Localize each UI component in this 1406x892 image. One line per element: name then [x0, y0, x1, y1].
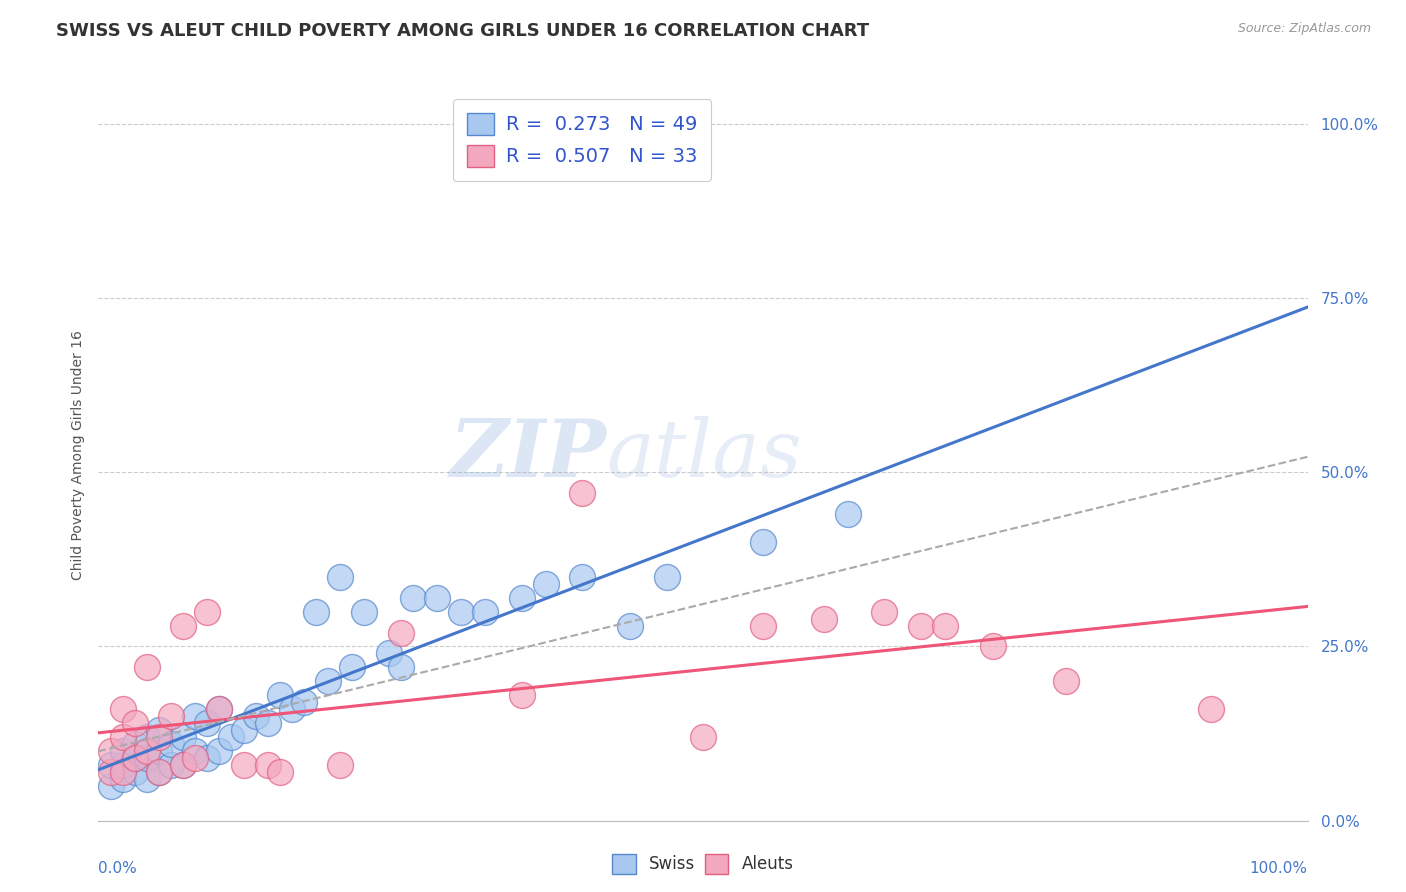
- Point: [426, 591, 449, 605]
- Point: [571, 486, 593, 500]
- Point: [124, 737, 146, 751]
- Point: [148, 723, 170, 737]
- Point: [100, 764, 122, 779]
- Point: [752, 535, 775, 549]
- Point: [124, 716, 146, 731]
- Point: [135, 730, 157, 744]
- Text: 0.0%: 0.0%: [98, 861, 138, 876]
- Text: 100.0%: 100.0%: [1250, 861, 1308, 876]
- Point: [510, 688, 533, 702]
- Point: [208, 744, 231, 758]
- Point: [534, 576, 557, 591]
- Point: [148, 744, 170, 758]
- Legend: R =  0.273   N = 49, R =  0.507   N = 33: R = 0.273 N = 49, R = 0.507 N = 33: [453, 99, 711, 181]
- Point: [269, 764, 291, 779]
- Point: [111, 764, 134, 779]
- Point: [377, 647, 399, 661]
- Point: [655, 570, 678, 584]
- Point: [353, 605, 375, 619]
- Point: [934, 618, 956, 632]
- Y-axis label: Child Poverty Among Girls Under 16: Child Poverty Among Girls Under 16: [70, 330, 84, 580]
- Point: [1054, 674, 1077, 689]
- Point: [571, 570, 593, 584]
- Point: [232, 758, 254, 772]
- Point: [208, 702, 231, 716]
- Point: [111, 772, 134, 786]
- Point: [160, 737, 183, 751]
- Text: atlas: atlas: [606, 417, 801, 493]
- Point: [184, 709, 207, 723]
- Point: [232, 723, 254, 737]
- Point: [148, 764, 170, 779]
- Point: [124, 764, 146, 779]
- Point: [619, 618, 641, 632]
- Point: [281, 702, 304, 716]
- Point: [172, 618, 194, 632]
- Point: [256, 716, 278, 731]
- Point: [135, 744, 157, 758]
- Point: [124, 751, 146, 765]
- Point: [148, 764, 170, 779]
- Point: [100, 779, 122, 793]
- Point: [100, 744, 122, 758]
- Point: [873, 605, 896, 619]
- Point: [342, 660, 364, 674]
- Point: [172, 730, 194, 744]
- Point: [402, 591, 425, 605]
- Text: ZIP: ZIP: [450, 417, 606, 493]
- Point: [256, 758, 278, 772]
- Point: [111, 744, 134, 758]
- Point: [148, 730, 170, 744]
- Point: [389, 660, 412, 674]
- Point: [1199, 702, 1222, 716]
- Point: [269, 688, 291, 702]
- Point: [389, 625, 412, 640]
- Point: [195, 605, 218, 619]
- Point: [474, 605, 496, 619]
- Point: [111, 758, 134, 772]
- Point: [813, 612, 835, 626]
- Point: [111, 702, 134, 716]
- Point: [316, 674, 339, 689]
- Point: [292, 695, 315, 709]
- Point: [910, 618, 932, 632]
- Point: [135, 751, 157, 765]
- Point: [837, 507, 859, 521]
- Text: SWISS VS ALEUT CHILD POVERTY AMONG GIRLS UNDER 16 CORRELATION CHART: SWISS VS ALEUT CHILD POVERTY AMONG GIRLS…: [56, 22, 869, 40]
- Point: [752, 618, 775, 632]
- Point: [195, 716, 218, 731]
- Point: [981, 640, 1004, 654]
- Text: Source: ZipAtlas.com: Source: ZipAtlas.com: [1237, 22, 1371, 36]
- Point: [160, 758, 183, 772]
- Point: [160, 709, 183, 723]
- Point: [172, 758, 194, 772]
- Point: [135, 772, 157, 786]
- Point: [172, 758, 194, 772]
- Point: [450, 605, 472, 619]
- Legend: Swiss, Aleuts: Swiss, Aleuts: [603, 846, 803, 882]
- Point: [245, 709, 267, 723]
- Point: [184, 751, 207, 765]
- Point: [184, 744, 207, 758]
- Point: [124, 751, 146, 765]
- Point: [305, 605, 328, 619]
- Point: [135, 660, 157, 674]
- Point: [329, 570, 352, 584]
- Point: [510, 591, 533, 605]
- Point: [100, 758, 122, 772]
- Point: [329, 758, 352, 772]
- Point: [208, 702, 231, 716]
- Point: [111, 730, 134, 744]
- Point: [221, 730, 243, 744]
- Point: [692, 730, 714, 744]
- Point: [195, 751, 218, 765]
